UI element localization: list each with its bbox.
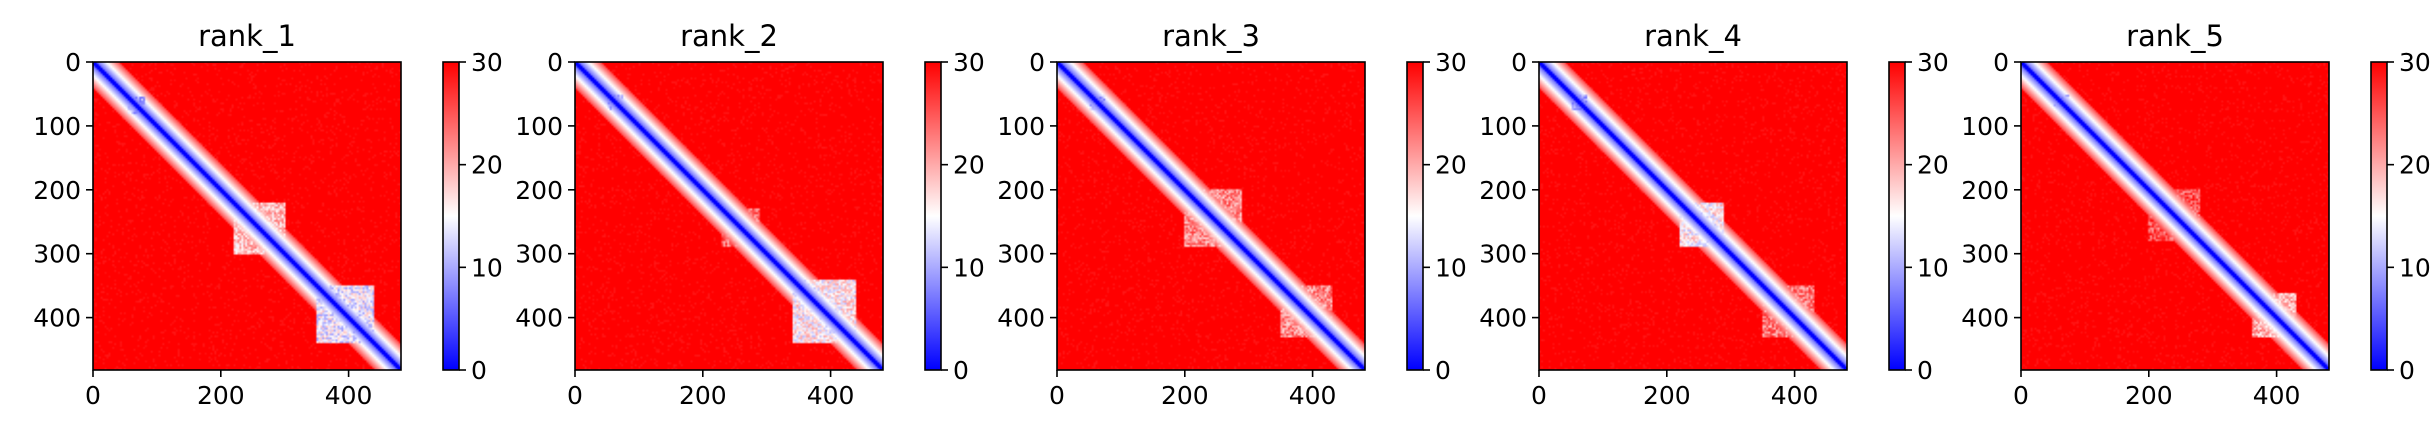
panel-4: rank_4 0 200 400 0 100 200 300 400 0 10 20 30: [1479, 19, 1949, 410]
colorbar-tick-label: 10: [1917, 253, 1949, 282]
colorbar: [2371, 62, 2387, 370]
y-tick-label: 200: [1479, 176, 1527, 205]
y-tick-label: 300: [1961, 240, 2009, 269]
colorbar-tick-label: 10: [471, 253, 503, 282]
y-tick-label: 200: [997, 176, 1045, 205]
heatmap-image: [1057, 62, 1365, 370]
y-tick-label: 100: [515, 112, 563, 141]
y-tick-label: 0: [1993, 48, 2009, 77]
panel-title: rank_3: [1162, 19, 1260, 53]
colorbar-frame: [924, 61, 942, 371]
axes-frame: [1538, 61, 1848, 371]
y-tick-label: 300: [997, 240, 1045, 269]
colorbar-tick-label: 10: [1435, 253, 1467, 282]
colorbar-tick-label: 20: [471, 151, 503, 180]
y-tick-label: 300: [33, 240, 81, 269]
colorbar-tick-label: 20: [1917, 151, 1949, 180]
x-tick-label: 200: [679, 381, 727, 410]
y-tick-label: 400: [515, 304, 563, 333]
colorbar: [925, 62, 941, 370]
heatmap-image: [93, 62, 401, 370]
colorbar-frame: [1406, 61, 1424, 371]
colorbar-tick-label: 20: [953, 151, 985, 180]
x-tick-label: 200: [1643, 381, 1691, 410]
heatmap-image: [575, 62, 883, 370]
heatmap-image: [2021, 62, 2329, 370]
colorbar-tick-label: 20: [2399, 151, 2431, 180]
y-tick-label: 100: [33, 112, 81, 141]
y-tick-label: 0: [65, 48, 81, 77]
y-tick-label: 100: [1479, 112, 1527, 141]
x-tick-label: 0: [2013, 381, 2029, 410]
panel-3: rank_3 0 200 400 0 100 200 300 400 0 10 20 30: [997, 19, 1467, 410]
x-tick-label: 400: [1289, 381, 1337, 410]
axes-frame: [92, 61, 402, 371]
x-tick-label: 200: [2125, 381, 2173, 410]
colorbar-frame: [2370, 61, 2388, 371]
x-tick-label: 400: [325, 381, 373, 410]
y-tick-label: 400: [1479, 304, 1527, 333]
colorbar-frame: [1888, 61, 1906, 371]
x-tick-label: 400: [2253, 381, 2301, 410]
axes-frame: [2020, 61, 2330, 371]
panel-title: rank_2: [680, 19, 778, 53]
colorbar-tick-label: 10: [953, 253, 985, 282]
x-tick-label: 200: [1161, 381, 1209, 410]
colorbar-tick-label: 0: [471, 356, 487, 385]
panel-1: rank_1 0 200 400 0 100 200 300 400 0 10 20 30: [33, 19, 503, 410]
y-tick-label: 200: [515, 176, 563, 205]
x-tick-label: 0: [1049, 381, 1065, 410]
colorbar: [1889, 62, 1905, 370]
y-tick-label: 100: [997, 112, 1045, 141]
colorbar-tick-label: 0: [1917, 356, 1933, 385]
colorbar-tick-label: 10: [2399, 253, 2431, 282]
y-tick-label: 0: [547, 48, 563, 77]
x-tick-label: 0: [85, 381, 101, 410]
panel-5: rank_5 0 200 400 0 100 200 300 400 0 10 20 30: [1961, 19, 2431, 410]
colorbar: [443, 62, 459, 370]
panel-2: rank_2 0 200 400 0 100 200 300 400 0 10 20 30: [515, 19, 985, 410]
y-tick-label: 200: [33, 176, 81, 205]
colorbar-tick-label: 20: [1435, 151, 1467, 180]
panel-title: rank_4: [1644, 19, 1742, 53]
x-tick-label: 400: [807, 381, 855, 410]
axes-frame: [1056, 61, 1366, 371]
y-tick-label: 200: [1961, 176, 2009, 205]
y-tick-label: 0: [1029, 48, 1045, 77]
colorbar-frame: [442, 61, 460, 371]
y-tick-label: 300: [515, 240, 563, 269]
y-tick-label: 300: [1479, 240, 1527, 269]
colorbar-tick-label: 0: [2399, 356, 2415, 385]
y-tick-label: 400: [33, 304, 81, 333]
y-tick-label: 400: [1961, 304, 2009, 333]
y-tick-label: 100: [1961, 112, 2009, 141]
colorbar-tick-label: 0: [953, 356, 969, 385]
panel-title: rank_5: [2126, 19, 2224, 53]
heatmap-image: [1539, 62, 1847, 370]
colorbar-tick-label: 30: [471, 48, 503, 77]
colorbar-tick-label: 30: [953, 48, 985, 77]
panel-title: rank_1: [198, 19, 296, 53]
y-tick-label: 400: [997, 304, 1045, 333]
colorbar-tick-label: 30: [2399, 48, 2431, 77]
x-tick-label: 200: [197, 381, 245, 410]
y-tick-label: 0: [1511, 48, 1527, 77]
colorbar-tick-label: 30: [1435, 48, 1467, 77]
x-tick-label: 0: [567, 381, 583, 410]
colorbar-tick-label: 30: [1917, 48, 1949, 77]
x-tick-label: 400: [1771, 381, 1819, 410]
colorbar: [1407, 62, 1423, 370]
colorbar-tick-label: 0: [1435, 356, 1451, 385]
x-tick-label: 0: [1531, 381, 1547, 410]
axes-frame: [574, 61, 884, 371]
